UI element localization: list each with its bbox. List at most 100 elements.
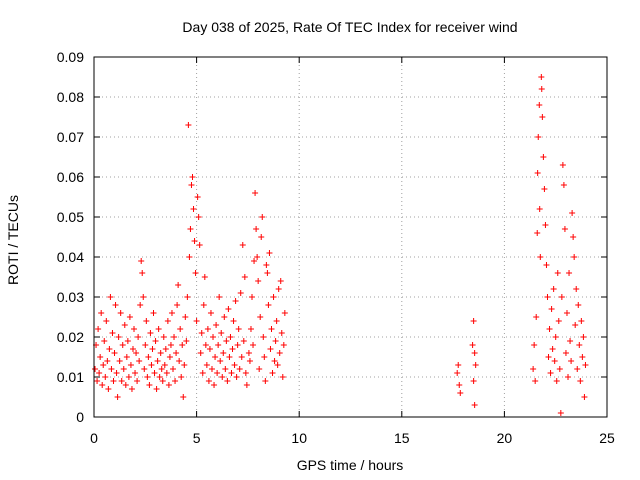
x-tick-label: 25 — [599, 430, 615, 446]
data-point — [170, 366, 177, 372]
data-point — [196, 242, 203, 248]
data-point — [165, 382, 172, 388]
data-point — [275, 286, 282, 292]
data-point — [179, 342, 186, 348]
y-axis-label: ROTI / TECUs — [5, 195, 21, 285]
data-point — [279, 374, 286, 380]
data-point — [543, 262, 550, 268]
data-point — [127, 362, 134, 368]
y-tick-label: 0 — [76, 409, 84, 425]
data-point — [188, 182, 195, 188]
data-point — [269, 370, 276, 376]
data-point — [238, 354, 245, 360]
data-point — [175, 282, 182, 288]
data-point — [249, 294, 256, 300]
data-point — [148, 362, 155, 368]
data-point — [562, 350, 569, 356]
data-point — [565, 374, 572, 380]
data-point — [569, 210, 576, 216]
data-point — [534, 230, 541, 236]
data-point — [559, 162, 566, 168]
data-point — [140, 294, 147, 300]
data-point — [579, 354, 586, 360]
data-point — [120, 366, 127, 372]
data-point — [538, 74, 545, 80]
data-point — [570, 234, 577, 240]
data-point — [190, 206, 197, 212]
data-point — [182, 314, 189, 320]
data-point — [183, 338, 190, 344]
data-point — [540, 154, 547, 160]
data-point — [114, 394, 121, 400]
data-point — [221, 314, 228, 320]
data-point — [184, 294, 191, 300]
data-point — [171, 334, 178, 340]
data-point — [536, 102, 543, 108]
data-point — [264, 270, 271, 276]
data-point — [227, 334, 234, 340]
data-point — [552, 334, 559, 340]
data-point — [176, 358, 183, 364]
data-point — [219, 374, 226, 380]
data-point — [471, 402, 478, 408]
data-point — [206, 346, 213, 352]
data-point — [174, 302, 181, 308]
data-point — [574, 366, 581, 372]
data-point — [257, 314, 264, 320]
data-point — [530, 366, 537, 372]
data-point — [270, 294, 277, 300]
data-point — [240, 338, 247, 344]
data-point — [572, 322, 579, 328]
data-point — [575, 302, 582, 308]
data-point — [577, 378, 584, 384]
data-point — [98, 310, 105, 316]
data-point — [262, 378, 269, 384]
data-point — [245, 350, 252, 356]
data-points — [92, 74, 589, 416]
y-tick-label: 0.03 — [57, 289, 84, 305]
data-point — [231, 362, 238, 368]
data-point — [192, 270, 199, 276]
data-point — [561, 226, 568, 232]
data-point — [103, 318, 110, 324]
data-point — [113, 370, 120, 376]
data-point — [558, 294, 565, 300]
data-point — [281, 310, 288, 316]
data-point — [532, 378, 539, 384]
data-point — [141, 366, 148, 372]
data-point — [204, 326, 211, 332]
data-point — [229, 346, 236, 352]
data-point — [580, 334, 587, 340]
data-point — [280, 342, 287, 348]
data-point — [537, 254, 544, 260]
data-point — [99, 382, 106, 388]
data-point — [108, 366, 115, 372]
data-point — [161, 362, 168, 368]
data-point — [251, 258, 258, 264]
data-point — [135, 334, 142, 340]
data-point — [566, 270, 573, 276]
data-point — [214, 370, 221, 376]
data-point — [213, 322, 220, 328]
data-point — [136, 358, 143, 364]
data-point — [578, 318, 585, 324]
data-point — [193, 318, 200, 324]
x-tick-label: 20 — [497, 430, 513, 446]
data-point — [247, 326, 254, 332]
data-point — [567, 338, 574, 344]
data-point — [164, 318, 171, 324]
data-point — [555, 318, 562, 324]
data-point — [129, 346, 136, 352]
data-point — [568, 358, 575, 364]
data-point — [243, 382, 250, 388]
data-point — [154, 358, 161, 364]
data-point — [194, 194, 201, 200]
y-tick-label: 0.02 — [57, 329, 84, 345]
data-point — [144, 374, 151, 380]
data-point — [157, 350, 164, 356]
data-point — [191, 238, 198, 244]
data-point — [96, 370, 103, 376]
chart-title: Day 038 of 2025, Rate Of TEC Index for r… — [182, 19, 517, 35]
data-point — [276, 350, 283, 356]
